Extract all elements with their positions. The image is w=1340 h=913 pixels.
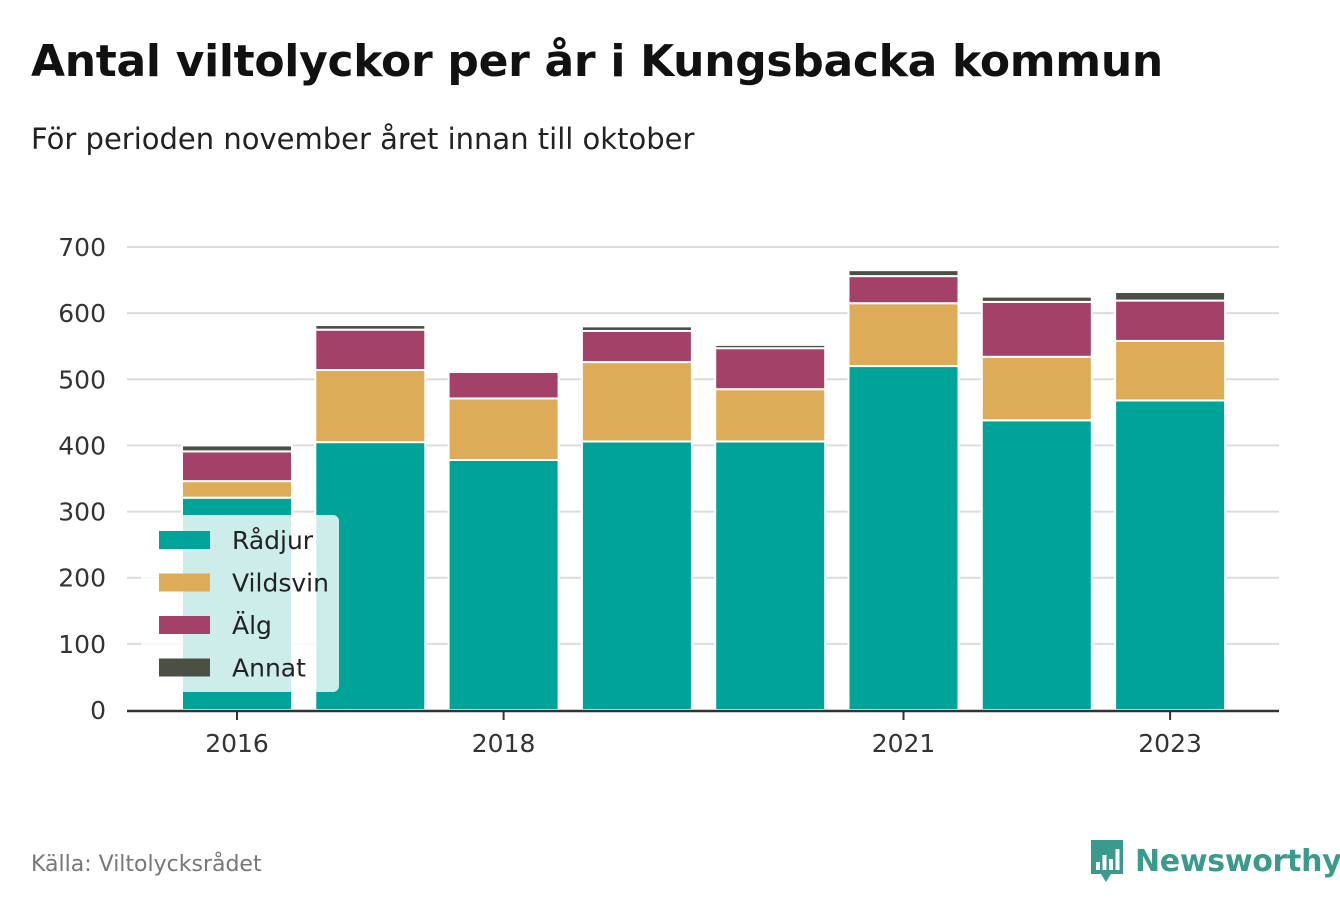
legend-label: Annat (232, 654, 306, 683)
legend-label: Vildsvin (232, 569, 329, 598)
bar-segment (714, 343, 827, 350)
y-tick-label: 100 (58, 630, 106, 659)
bar-segment (980, 295, 1093, 303)
newsworthy-logo: Newsworthy (1089, 838, 1340, 884)
y-axis-ticks: 0 100 200 300 400 500 600 700 (58, 233, 106, 725)
bar-segment (714, 388, 827, 443)
bar-segment (847, 275, 960, 305)
x-tick-label: 2021 (872, 729, 936, 758)
chart-subtitle: För perioden november året innan till ok… (31, 122, 695, 156)
bar-segment (314, 369, 427, 444)
bar-segment (314, 328, 427, 372)
legend-box (141, 515, 339, 692)
bar-segment (847, 269, 960, 278)
bar-segment (714, 347, 827, 391)
y-tick-label: 600 (58, 299, 106, 328)
bar-segment (580, 361, 693, 443)
bar-segment (1114, 399, 1227, 711)
y-tick-label: 700 (58, 233, 106, 262)
bar-segment (447, 458, 560, 712)
bar-segment (181, 450, 293, 483)
bar-segment (847, 365, 960, 711)
legend: Rådjur Vildsvin Älg Annat (141, 515, 339, 692)
bar-segment (1114, 290, 1227, 302)
y-tick-label: 200 (58, 564, 106, 593)
y-tick-label: 300 (58, 498, 106, 527)
brand-name: Newsworthy (1135, 843, 1340, 879)
bar-segment (980, 300, 1093, 358)
chart-title: Antal viltolyckor per år i Kungsbacka ko… (31, 36, 1163, 87)
bar-segment (1114, 299, 1227, 342)
bar-chart-speech-bubble-icon (1091, 840, 1123, 882)
bar-segment (447, 371, 560, 400)
bar-segment (314, 324, 427, 331)
x-axis-ticks: 2016 2018 2021 2023 (205, 712, 1202, 758)
legend-swatch (159, 531, 210, 549)
bar-segment (980, 355, 1093, 422)
y-tick-label: 500 (58, 365, 106, 394)
bar-segment (1114, 339, 1227, 402)
bar-segment (847, 302, 960, 368)
bar-segment (580, 330, 693, 364)
source-note: Källa: Viltolycksrådet (31, 852, 262, 877)
bar-segment (580, 325, 693, 333)
bar-segment (181, 444, 293, 453)
x-tick-label: 2023 (1138, 729, 1202, 758)
y-tick-label: 0 (90, 696, 106, 725)
y-tick-label: 400 (58, 431, 106, 460)
legend-label: Älg (232, 611, 272, 640)
bar-segment (181, 480, 293, 499)
legend-swatch (159, 658, 210, 677)
bar-segment (580, 440, 693, 711)
bar-segment (447, 397, 560, 461)
legend-label: Rådjur (232, 526, 314, 555)
bar-segment (714, 440, 827, 711)
x-tick-label: 2016 (205, 729, 269, 758)
legend-swatch (159, 573, 210, 592)
x-tick-label: 2018 (472, 729, 536, 758)
bar-segment (980, 419, 1093, 711)
legend-swatch (159, 616, 210, 634)
